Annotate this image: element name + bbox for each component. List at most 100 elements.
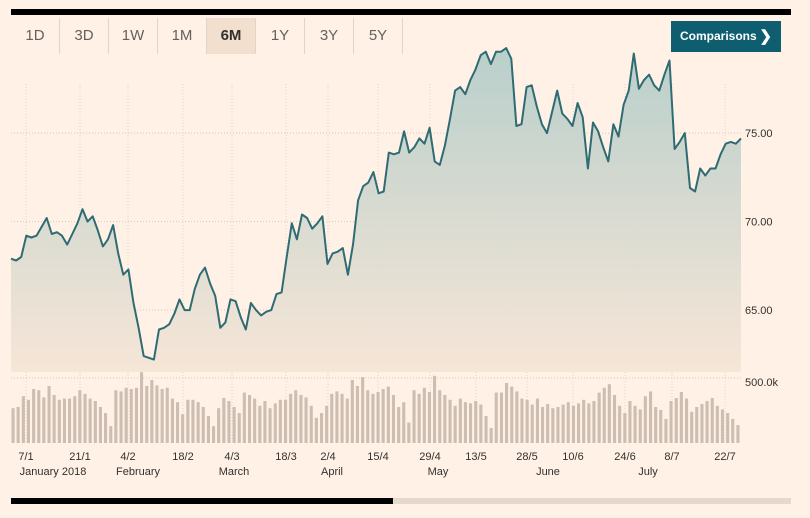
volume-bar — [669, 401, 673, 443]
volume-bar — [26, 399, 30, 443]
x-tick-label: 18/3 — [275, 451, 296, 463]
x-tick-label: 10/6 — [562, 451, 583, 463]
volume-bar — [165, 387, 169, 443]
volume-bar — [273, 403, 277, 443]
volume-bar — [412, 390, 416, 443]
x-tick-label: 2/4 — [320, 451, 335, 463]
volume-bar — [114, 390, 118, 443]
volume-bar — [32, 389, 36, 443]
x-tick-label: 28/5 — [516, 451, 537, 463]
volume-bar — [320, 413, 324, 443]
comparisons-button[interactable]: Comparisons ❯ — [671, 21, 781, 52]
volume-bar — [427, 392, 431, 443]
volume-bar — [628, 401, 632, 443]
tab-5y[interactable]: 5Y — [354, 18, 403, 54]
scroll-track[interactable] — [11, 498, 791, 504]
volume-bar — [453, 405, 457, 443]
volume-bar — [397, 407, 401, 443]
tab-1y[interactable]: 1Y — [256, 18, 305, 54]
volume-bar — [602, 387, 606, 443]
tab-1w[interactable]: 1W — [109, 18, 158, 54]
x-tick-label: 8/7 — [664, 451, 679, 463]
timeframe-tabs: 1D 3D 1W 1M 6M 1Y 3Y 5Y — [11, 18, 403, 54]
volume-bar — [391, 395, 395, 443]
volume-bar — [638, 409, 642, 443]
chevron-right-icon: ❯ — [759, 28, 772, 45]
tab-3d[interactable]: 3D — [60, 18, 109, 54]
volume-bar — [541, 407, 545, 443]
volume-bar — [577, 403, 581, 443]
volume-bar — [299, 395, 303, 443]
volume-bar — [525, 399, 529, 443]
volume-bar — [68, 398, 72, 443]
volume-bar — [407, 422, 411, 443]
volume-bar — [88, 398, 92, 443]
scroll-thumb[interactable] — [11, 498, 393, 504]
volume-bar — [613, 395, 617, 443]
volume-bar — [222, 398, 226, 443]
volume-bar — [217, 408, 221, 443]
volume-bar — [587, 403, 591, 443]
volume-bar — [355, 386, 359, 443]
volume-bar — [134, 387, 138, 443]
volume-bar — [685, 398, 689, 443]
volume-bar — [304, 397, 308, 443]
volume-bar — [263, 401, 267, 443]
volume-bar — [345, 398, 349, 443]
volume-bar — [340, 393, 344, 443]
tab-1m[interactable]: 1M — [158, 18, 207, 54]
volume-bar — [206, 416, 210, 443]
volume-bar — [155, 385, 159, 443]
volume-bar — [463, 402, 467, 443]
volume-bar — [530, 404, 534, 443]
volume-bar — [124, 387, 128, 443]
tab-6m[interactable]: 6M — [207, 18, 256, 54]
volume-bar — [705, 401, 709, 443]
volume-bar — [314, 417, 318, 443]
volume-bar — [422, 387, 426, 443]
month-label: May — [428, 466, 449, 478]
price-area — [11, 48, 741, 372]
month-label: June — [536, 466, 560, 478]
tab-1d[interactable]: 1D — [11, 18, 60, 54]
volume-bar — [458, 398, 462, 443]
volume-bar — [643, 396, 647, 443]
volume-bar — [57, 399, 61, 443]
volume-bar — [654, 407, 658, 443]
volume-bar — [443, 395, 447, 443]
volume-bar — [73, 396, 77, 443]
volume-bar — [664, 419, 668, 443]
volume-bar — [700, 404, 704, 443]
volume-bar — [129, 389, 133, 443]
volume-bar — [592, 401, 596, 443]
volume-bar — [52, 395, 56, 443]
volume-bar — [607, 384, 611, 443]
volume-bar — [119, 391, 123, 443]
volume-bar — [201, 407, 205, 443]
x-tick-label: 22/7 — [714, 451, 735, 463]
volume-bar — [623, 413, 627, 443]
volume-bar — [520, 398, 524, 443]
volume-bar — [258, 405, 262, 443]
x-tick-label: 24/6 — [614, 451, 635, 463]
volume-bar — [176, 402, 180, 443]
volume-bar — [16, 407, 20, 443]
volume-bar — [402, 402, 406, 443]
volume-bar — [361, 377, 365, 443]
x-tick-label: 4/2 — [120, 451, 135, 463]
volume-bar — [42, 397, 46, 443]
volume-bar — [438, 390, 442, 443]
tab-3y[interactable]: 3Y — [305, 18, 354, 54]
volume-bar — [248, 395, 252, 443]
volume-bar — [659, 410, 663, 443]
volume-bar — [690, 411, 694, 443]
volume-bar — [479, 404, 483, 443]
volume-bar — [474, 401, 478, 443]
volume-bar — [469, 403, 473, 443]
volume-bar — [386, 386, 390, 443]
volume-bar — [253, 398, 257, 443]
volume-bar — [489, 428, 493, 443]
volume-bar — [433, 375, 437, 443]
volume-bar — [551, 408, 555, 443]
